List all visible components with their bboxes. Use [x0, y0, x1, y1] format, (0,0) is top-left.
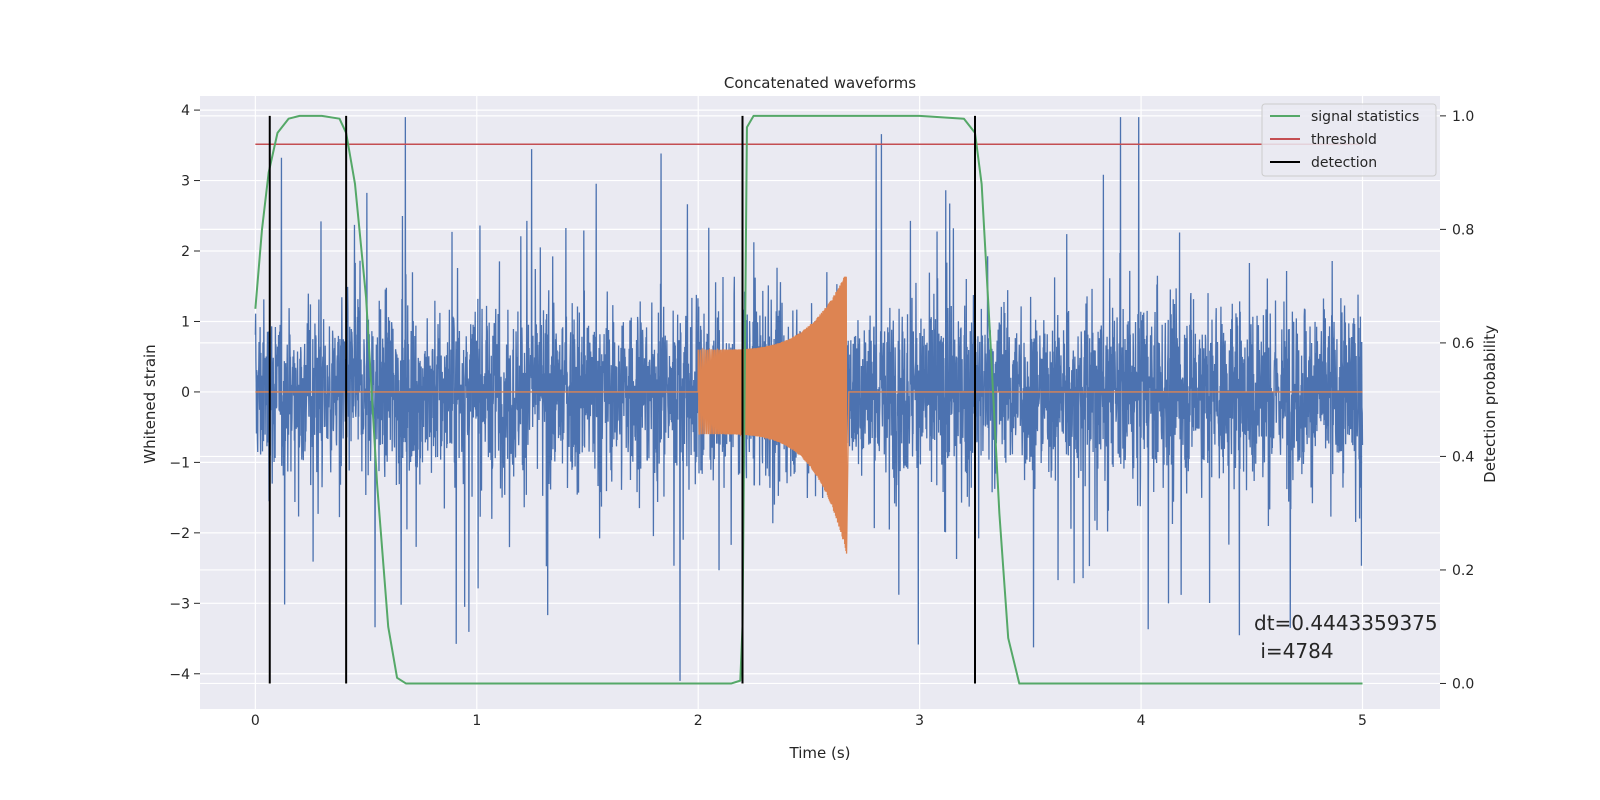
x-tick-label: 1 — [472, 713, 481, 729]
y-tick-label: 3 — [181, 174, 190, 190]
detection-lines — [268, 115, 976, 684]
x-tick-label: 4 — [1137, 713, 1146, 729]
legend: signal statistics threshold detection — [1261, 103, 1437, 177]
chart-title: Concatenated waveforms — [724, 74, 916, 92]
x-tick-label: 2 — [694, 713, 703, 729]
annotation-i: i=4784 — [1254, 639, 1334, 663]
y2-tick-label: 0.8 — [1452, 222, 1474, 238]
y-tick-label: 4 — [181, 103, 190, 119]
x-axis-label: Time (s) — [789, 744, 851, 762]
y2-tick-label: 1.0 — [1452, 109, 1474, 125]
y-tick-label: −3 — [169, 596, 190, 612]
y-tick-label: 1 — [181, 314, 190, 330]
signal-statistics-path — [254, 114, 1363, 685]
y2-axis-ticks: 0.0 0.2 0.4 0.6 0.8 1.0 — [1440, 109, 1474, 692]
waveform-strain-line — [255, 276, 1363, 554]
legend-label-threshold: threshold — [1311, 132, 1377, 148]
y-tick-label: −2 — [169, 526, 190, 542]
x-tick-label: 5 — [1358, 713, 1367, 729]
x-axis-ticks: 0 1 2 3 4 5 — [251, 713, 1367, 729]
y-axis-label: Whitened strain — [141, 344, 159, 463]
y2-tick-label: 0.2 — [1452, 563, 1474, 579]
legend-label-signal-statistics: signal statistics — [1311, 109, 1419, 125]
x-tick-label: 0 — [251, 713, 260, 729]
x-tick-label: 3 — [915, 713, 924, 729]
annotation-dt: dt=0.4443359375 — [1254, 611, 1438, 635]
y-tick-label: −4 — [169, 667, 190, 683]
y-tick-label: −1 — [169, 455, 190, 471]
legend-label-detection: detection — [1311, 155, 1377, 171]
waveform-strain-path — [255, 276, 1363, 554]
signal-statistics-line — [254, 114, 1363, 685]
y2-tick-label: 0.4 — [1452, 449, 1474, 465]
y-tick-label: 0 — [181, 385, 190, 401]
y2-tick-label: 0.6 — [1452, 336, 1474, 352]
y2-tick-label: 0.0 — [1452, 676, 1474, 692]
y-axis-ticks: −4 −3 −2 −1 0 1 2 3 4 — [169, 103, 200, 683]
legend-box — [1261, 103, 1437, 177]
y2-axis-label: Detection probability — [1481, 325, 1499, 483]
y-tick-label: 2 — [181, 244, 190, 260]
